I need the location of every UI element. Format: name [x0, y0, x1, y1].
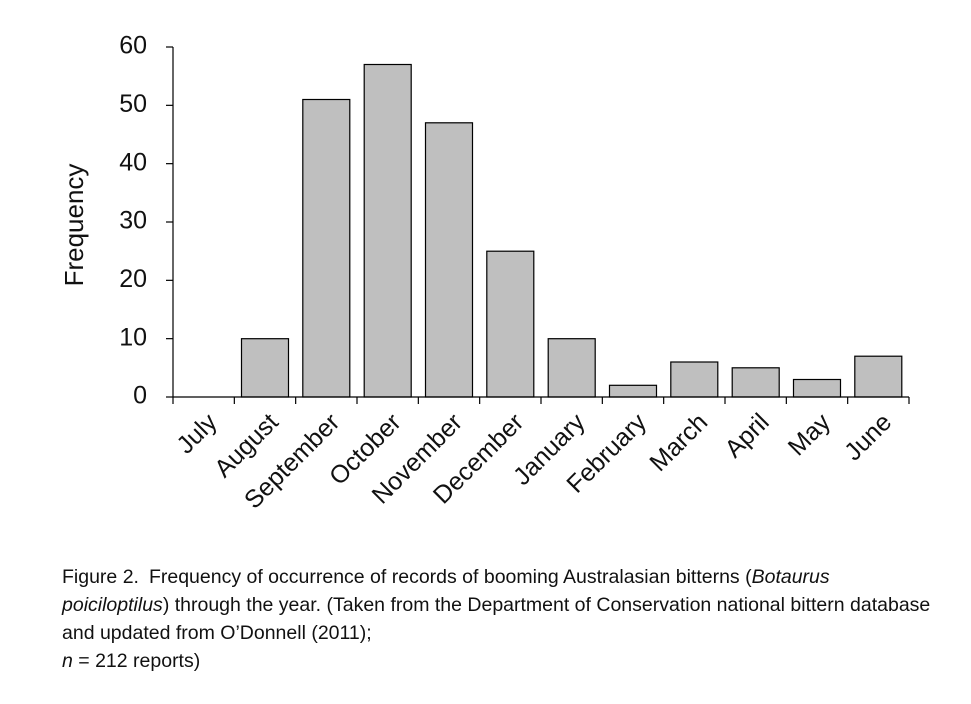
bar-february [608, 384, 658, 398]
x-ticks-group: JulyAugustSeptemberOctoberNovemberDecemb… [171, 397, 910, 514]
n-symbol: n [62, 650, 73, 672]
bar-october [363, 63, 412, 398]
caption-text-1: Frequency of occurrence of records of bo… [148, 566, 752, 588]
y-tick-label: 40 [119, 148, 147, 176]
bar-march [670, 361, 719, 398]
bar-september [302, 98, 351, 398]
x-tick-label: April [719, 408, 774, 463]
caption-text-3: = 212 reports) [72, 650, 201, 672]
y-ticks-group: 0 10 20 30 40 50 60 [119, 32, 173, 410]
y-tick-label: 30 [119, 207, 147, 235]
bar-november [424, 122, 474, 398]
y-tick-label: 0 [133, 382, 147, 410]
figure-label: Figure 2. [62, 566, 139, 588]
x-tick-label: July [171, 408, 223, 460]
caption-paragraph: Figure 2. Frequency of occurrence of reco… [62, 563, 942, 675]
bar-august [240, 338, 290, 398]
bar-january [547, 338, 596, 398]
species-name: Botaurus poiciloptilus [62, 566, 830, 616]
bar-december [486, 250, 535, 398]
y-tick-label: 20 [119, 265, 147, 293]
caption-text-2: ) through the year. (Taken from the Depa… [62, 594, 931, 644]
y-tick-label: 10 [119, 323, 147, 351]
y-axis-label: Frequency [59, 164, 89, 287]
y-tick-label: 50 [119, 90, 147, 118]
x-tick-label: March [644, 408, 713, 477]
y-tick-label: 60 [119, 32, 147, 60]
bar-chart: 0 10 20 30 40 50 60 JulyAugustSeptemberOctober… [59, 32, 910, 514]
bars-group [240, 63, 903, 398]
bar-june [854, 355, 903, 398]
figure-caption: Figure 2. Frequency of occurrence of reco… [62, 563, 942, 675]
x-tick-label: May [783, 408, 837, 462]
bar-may [792, 378, 842, 398]
bar-april [731, 367, 780, 398]
x-tick-label: June [839, 408, 897, 466]
